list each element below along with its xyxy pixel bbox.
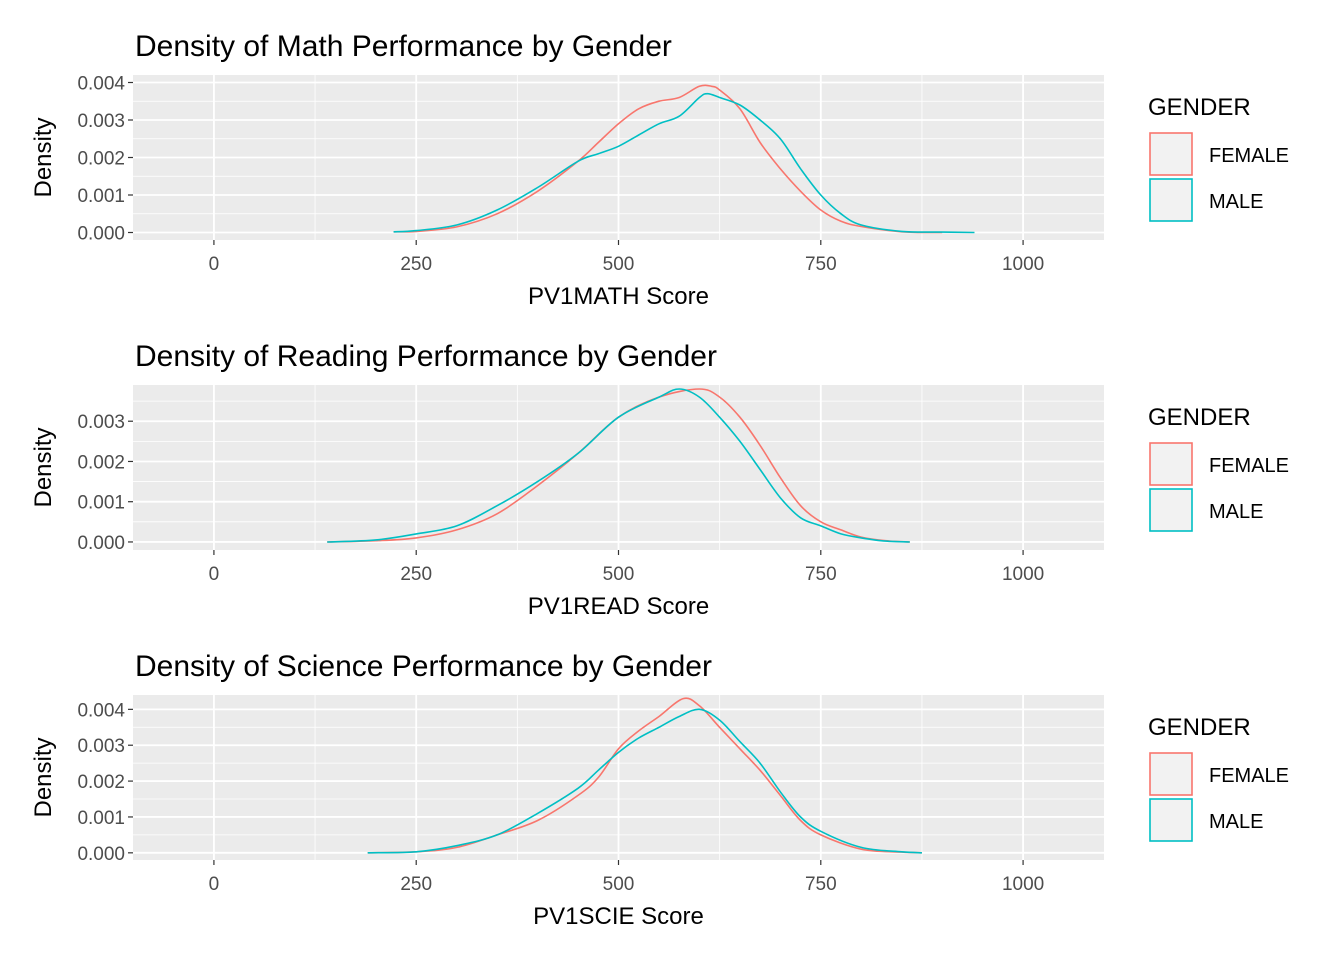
legend: GENDER FEMALE MALE <box>1148 404 1289 532</box>
x-tick-label: 0 <box>209 564 220 585</box>
y-tick-label: 0.000 <box>77 224 125 245</box>
y-tick-label: 0.001 <box>77 186 125 207</box>
y-axis-title: Density <box>30 427 57 507</box>
x-tick-label: 1000 <box>1002 874 1044 895</box>
y-axis-title: Density <box>30 117 57 197</box>
x-tick-label: 250 <box>400 254 432 275</box>
x-tick-label: 250 <box>400 564 432 585</box>
x-tick-label: 750 <box>805 874 837 895</box>
legend: GENDER FEMALE MALE <box>1148 94 1289 222</box>
x-tick-label: 500 <box>603 874 635 895</box>
legend-label: FEMALE <box>1209 765 1289 787</box>
x-tick-label: 0 <box>209 874 220 895</box>
x-axis-title: PV1MATH Score <box>528 283 709 310</box>
legend-label: MALE <box>1209 191 1263 213</box>
x-axis-title: PV1READ Score <box>528 593 709 620</box>
legend-label: FEMALE <box>1209 145 1289 167</box>
legend-key-male <box>1149 798 1193 842</box>
y-tick-label: 0.004 <box>77 700 125 721</box>
y-tick-label: 0.002 <box>77 452 125 473</box>
chart-panel-3: Density of Science Performance by Gender… <box>30 650 1289 930</box>
x-tick-label: 750 <box>805 254 837 275</box>
chart-title: Density of Math Performance by Gender <box>135 30 672 63</box>
legend-title: GENDER <box>1148 404 1251 431</box>
legend-key-male <box>1149 178 1193 222</box>
chart-panel-2: Density of Reading Performance by Gender… <box>30 340 1289 620</box>
x-tick-label: 750 <box>805 564 837 585</box>
chart-title: Density of Reading Performance by Gender <box>135 340 717 373</box>
series-line-male <box>327 388 910 543</box>
y-tick-label: 0.003 <box>77 736 125 757</box>
series-line-male <box>393 92 975 234</box>
legend-key-female <box>1149 752 1193 796</box>
series-line-male <box>367 708 922 854</box>
legend-key-female <box>1149 442 1193 486</box>
x-tick-label: 1000 <box>1002 254 1044 275</box>
legend-title: GENDER <box>1148 714 1251 741</box>
y-tick-label: 0.001 <box>77 808 125 829</box>
x-axis-title: PV1SCIE Score <box>533 903 704 930</box>
chart-title: Density of Science Performance by Gender <box>135 650 712 683</box>
y-tick-label: 0.001 <box>77 493 125 514</box>
chart-panel-1: Density of Math Performance by Gender 0.0… <box>30 30 1289 310</box>
x-tick-label: 500 <box>603 564 635 585</box>
legend-label: MALE <box>1209 811 1263 833</box>
legend-title: GENDER <box>1148 94 1251 121</box>
series-line-female <box>327 388 910 543</box>
y-tick-label: 0.003 <box>77 111 125 132</box>
x-tick-label: 0 <box>209 254 220 275</box>
y-tick-label: 0.000 <box>77 844 125 865</box>
y-axis-title: Density <box>30 737 57 817</box>
y-tick-label: 0.002 <box>77 149 125 170</box>
y-tick-label: 0.003 <box>77 412 125 433</box>
x-tick-label: 500 <box>603 254 635 275</box>
legend-key-female <box>1149 132 1193 176</box>
y-tick-label: 0.000 <box>77 533 125 554</box>
x-tick-label: 1000 <box>1002 564 1044 585</box>
y-tick-label: 0.004 <box>77 74 125 95</box>
x-tick-label: 250 <box>400 874 432 895</box>
legend-label: FEMALE <box>1209 455 1289 477</box>
series-line-female <box>367 697 922 854</box>
series-line-female <box>393 84 943 234</box>
legend-key-male <box>1149 488 1193 532</box>
y-tick-label: 0.002 <box>77 772 125 793</box>
legend-label: MALE <box>1209 501 1263 523</box>
legend: GENDER FEMALE MALE <box>1148 714 1289 842</box>
